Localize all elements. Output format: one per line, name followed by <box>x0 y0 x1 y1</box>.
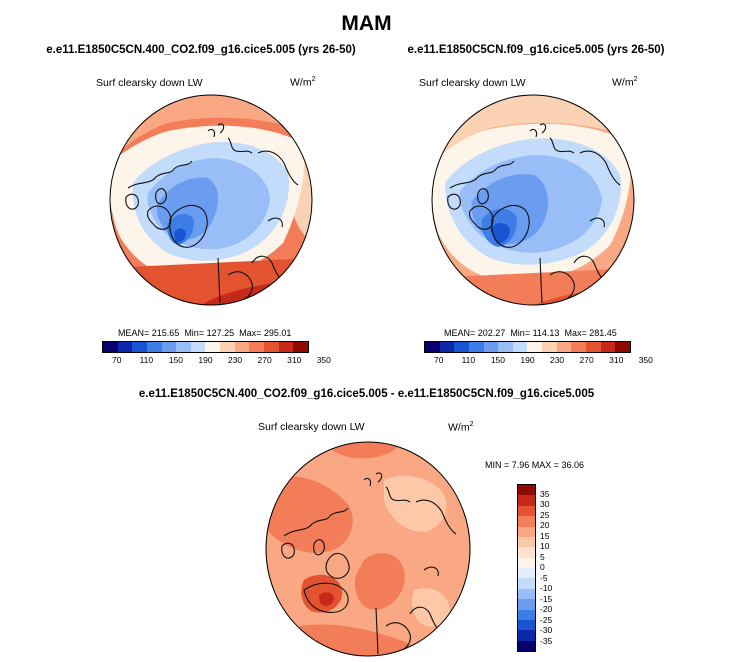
colorbar-swatch <box>518 630 535 641</box>
colorbar-tick-label: 30 <box>540 499 550 509</box>
figure-title: MAM <box>341 12 392 35</box>
panel-2-colorbar-ticks: 70 110 150 190 230 270 310 350 <box>424 355 653 367</box>
colorbar-tick-label: -25 <box>540 614 553 625</box>
diff-colorbar <box>517 484 536 652</box>
colorbar-tick-label: 310 <box>609 355 624 365</box>
colorbar-tick-label: 70 <box>434 355 444 365</box>
colorbar-swatch <box>498 342 513 352</box>
colorbar-swatch <box>249 342 265 352</box>
colorbar-swatch <box>518 578 535 589</box>
colorbar-tick-label: 25 <box>540 509 550 520</box>
colorbar-swatch <box>293 342 308 352</box>
colorbar-tick-label: 310 <box>287 355 302 365</box>
panel-1-case-title: e.e11.E1850C5CN.400_CO2.f09_g16.cice5.00… <box>46 44 356 56</box>
panel-1-colorbar <box>102 341 309 353</box>
colorbar-swatch <box>518 640 535 651</box>
colorbar-swatch <box>518 526 535 537</box>
diff-min-max: MIN = 7.96 MAX = 36.06 <box>485 460 585 470</box>
colorbar-swatch <box>483 342 499 352</box>
colorbar-tick-label: -35 <box>540 635 553 646</box>
colorbar-swatch <box>518 619 535 631</box>
diff-colorbar-ticks: 35 30 25 20 15 10 5 0 -5 -10 -15 -20 -25 -30 -35 <box>540 484 570 652</box>
colorbar-swatch <box>542 342 557 352</box>
colorbar-swatch <box>518 547 535 558</box>
panel-1-colorbar-ticks: 70 110 150 190 230 270 310 350 <box>102 355 331 367</box>
diff-map <box>265 441 471 657</box>
colorbar-tick-label: 70 <box>112 355 122 365</box>
colorbar-swatch <box>264 342 279 352</box>
colorbar-swatch <box>103 342 118 352</box>
colorbar-swatch <box>527 342 543 352</box>
colorbar-swatch <box>518 599 535 610</box>
colorbar-swatch <box>278 342 294 352</box>
colorbar-swatch <box>454 342 469 352</box>
panel-1-map <box>109 94 313 306</box>
colorbar-swatch <box>518 536 535 548</box>
colorbar-swatch <box>132 342 147 352</box>
colorbar-tick-label: -20 <box>540 604 553 614</box>
colorbar-swatch <box>518 557 535 568</box>
diff-variable-label: Surf clearsky down LW <box>258 421 365 433</box>
colorbar-swatch <box>518 516 535 527</box>
panel-2-map <box>431 94 635 306</box>
panel-1-variable-label: Surf clearsky down LW <box>96 77 203 89</box>
colorbar-swatch <box>439 342 455 352</box>
colorbar-swatch <box>571 342 587 352</box>
panel-1-stats: MEAN= 215.65 Min= 127.25 Max= 295.01 <box>118 328 292 338</box>
colorbar-swatch <box>176 342 191 352</box>
colorbar-swatch <box>615 342 630 352</box>
panel-1-units: W/m2 <box>290 76 316 89</box>
colorbar-tick-label: 0 <box>540 562 545 572</box>
colorbar-tick-label: -30 <box>540 625 553 635</box>
colorbar-tick-label: 270 <box>579 355 594 365</box>
diff-units: W/m2 <box>448 421 474 434</box>
colorbar-swatch <box>234 342 250 352</box>
colorbar-swatch <box>117 342 133 352</box>
colorbar-swatch <box>512 342 528 352</box>
colorbar-swatch <box>425 342 440 352</box>
colorbar-tick-label: 230 <box>227 355 243 365</box>
colorbar-swatch <box>205 342 221 352</box>
colorbar-swatch <box>190 342 206 352</box>
panel-2-case-title: e.e11.E1850C5CN.f09_g16.cice5.005 (yrs 2… <box>407 44 665 56</box>
colorbar-swatch <box>468 342 484 352</box>
colorbar-tick-label: 150 <box>168 355 184 365</box>
panel-2-colorbar <box>424 341 631 353</box>
colorbar-tick-label: 5 <box>540 551 545 562</box>
colorbar-tick-label: 350 <box>316 355 331 365</box>
colorbar-tick-label: 270 <box>257 355 272 365</box>
colorbar-tick-label: 110 <box>461 355 476 365</box>
colorbar-swatch <box>220 342 235 352</box>
colorbar-tick-label: -5 <box>540 572 548 583</box>
colorbar-swatch <box>518 495 535 506</box>
diff-title: e.e11.E1850C5CN.400_CO2.f09_g16.cice5.00… <box>138 388 595 400</box>
colorbar-tick-label: 190 <box>520 355 535 365</box>
panel-2-units: W/m2 <box>612 76 638 89</box>
colorbar-tick-label: -15 <box>540 593 553 604</box>
colorbar-swatch <box>518 609 535 620</box>
panel-2-stats: MEAN= 202.27 Min= 114.13 Max= 281.45 <box>444 328 617 338</box>
colorbar-tick-label: 350 <box>638 355 653 365</box>
colorbar-tick-label: 20 <box>540 520 550 530</box>
colorbar-tick-label: 230 <box>549 355 565 365</box>
colorbar-swatch <box>586 342 601 352</box>
colorbar-swatch <box>600 342 616 352</box>
colorbar-tick-label: -10 <box>540 583 553 593</box>
colorbar-swatch <box>518 485 535 496</box>
colorbar-swatch <box>161 342 177 352</box>
colorbar-swatch <box>518 588 535 600</box>
colorbar-tick-label: 35 <box>540 488 550 499</box>
colorbar-swatch <box>556 342 572 352</box>
colorbar-tick-label: 15 <box>540 530 550 541</box>
colorbar-tick-label: 190 <box>198 355 213 365</box>
colorbar-swatch <box>146 342 162 352</box>
colorbar-swatch <box>518 568 535 579</box>
panel-2-variable-label: Surf clearsky down LW <box>419 77 526 89</box>
colorbar-tick-label: 10 <box>540 541 550 551</box>
colorbar-swatch <box>518 505 535 517</box>
colorbar-tick-label: 110 <box>139 355 154 365</box>
colorbar-tick-label: 150 <box>490 355 506 365</box>
